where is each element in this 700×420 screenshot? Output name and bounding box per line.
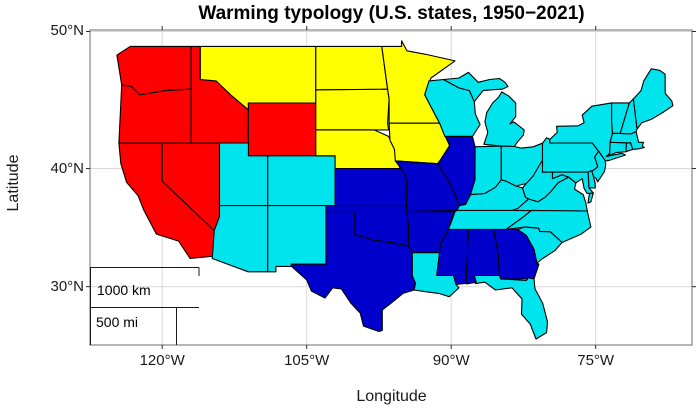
state-ks [334, 167, 408, 207]
state-tx [290, 211, 417, 333]
y-axis-label: Latitude [5, 154, 22, 212]
state-me [632, 68, 674, 130]
state-va-part [587, 192, 594, 204]
state-wi [424, 78, 481, 137]
scalebar-mi-label: 500 mi [96, 314, 139, 330]
state-sd [315, 88, 390, 131]
y-tick-label-40N: 40°N [50, 159, 84, 177]
state-wy [247, 102, 317, 157]
state-az [211, 205, 269, 273]
state-ia [388, 122, 451, 165]
x-tick-label-120W: 120°W [139, 352, 185, 369]
state-va [511, 176, 588, 212]
y-tick-label-50N: 50°N [50, 22, 84, 40]
state-mi-part [483, 91, 525, 148]
scale-bar [90, 267, 200, 345]
x-tick-label-90W: 90°W [432, 352, 470, 369]
state-mn [381, 40, 456, 124]
x-axis-label: Longitude [356, 388, 427, 405]
tick-marks [86, 26, 696, 349]
state-vt [611, 102, 630, 134]
state-fl [473, 274, 549, 340]
state-co [267, 155, 336, 207]
states-layer [116, 40, 674, 340]
state-or [118, 84, 192, 144]
y-tick-label-30N: 30°N [50, 277, 84, 295]
state-sc [517, 226, 563, 264]
state-mi-part [442, 71, 509, 103]
x-tick-label-75W: 75°W [577, 352, 615, 369]
state-md [551, 171, 594, 194]
figure-title: Warming typology (U.S. states, 1950−2021… [198, 3, 585, 24]
state-nd [315, 45, 389, 91]
scalebar-km-label: 1000 km [97, 282, 151, 298]
x-tick-label-105W: 105°W [284, 352, 330, 369]
axes-frame [89, 29, 693, 346]
state-nm [267, 205, 327, 273]
